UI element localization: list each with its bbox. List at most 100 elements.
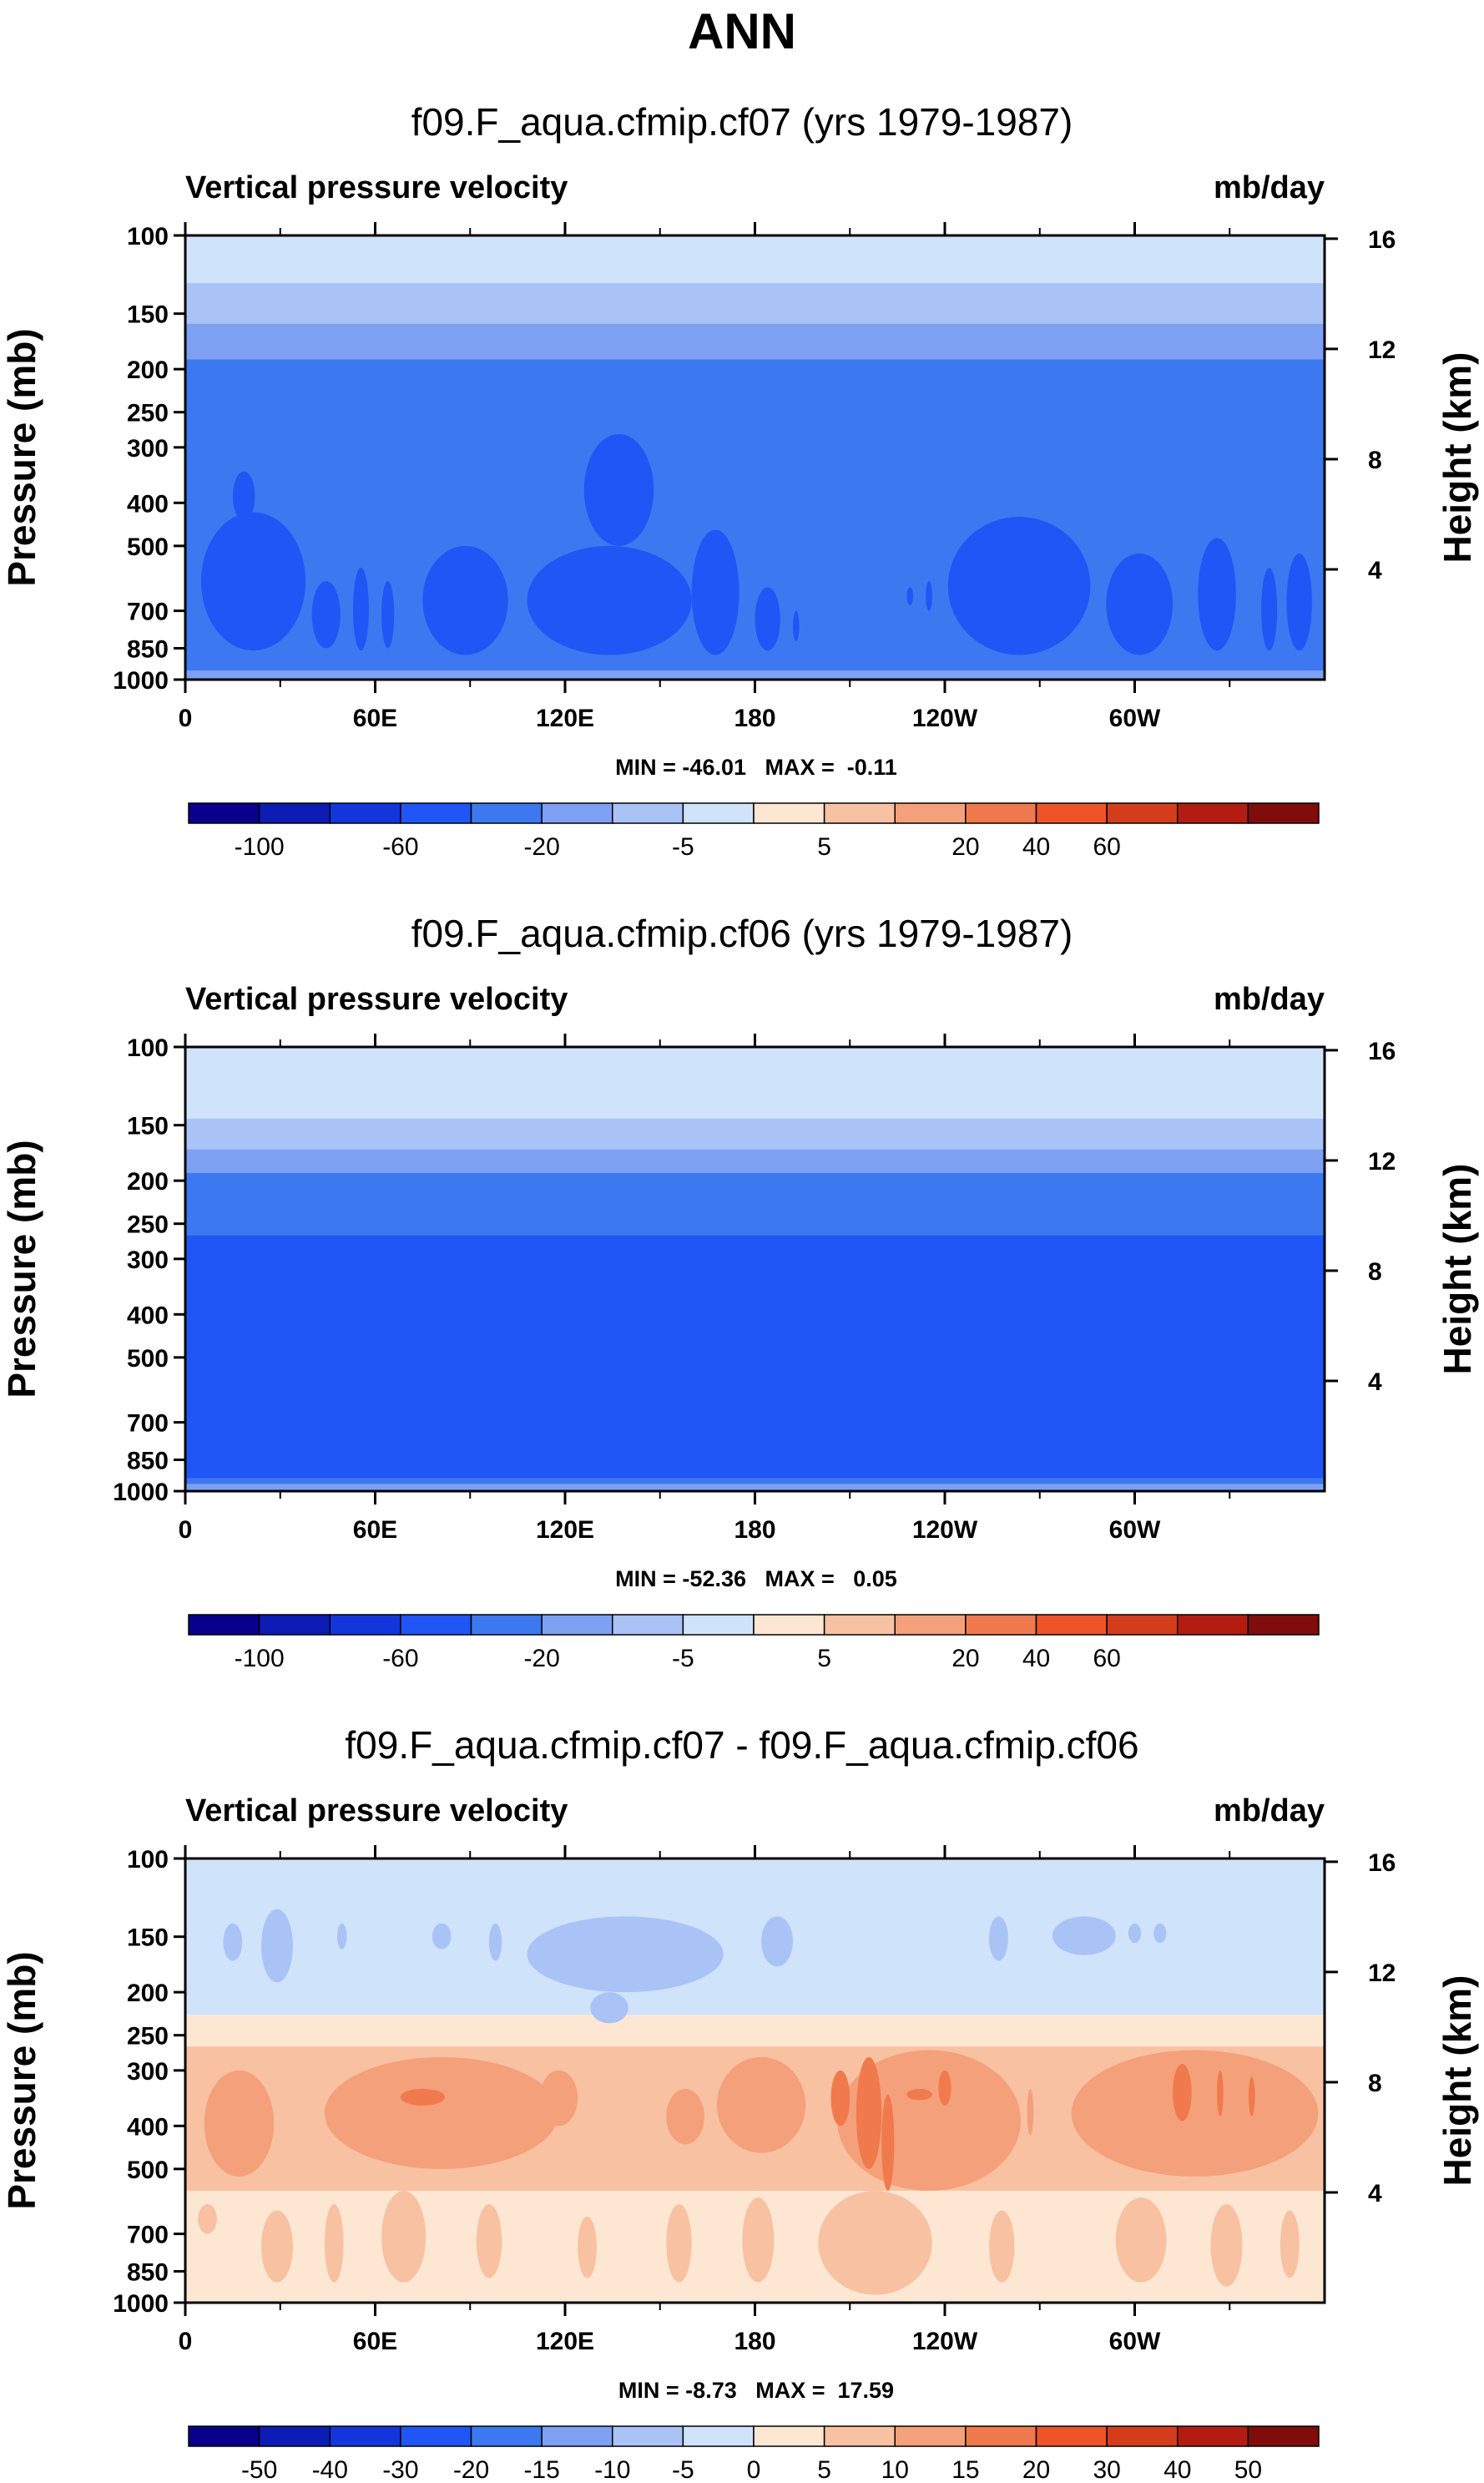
contour-region <box>489 1923 502 1961</box>
contour-region <box>352 568 369 651</box>
y-tick-label: 100 <box>127 1846 169 1874</box>
left-string: Vertical pressure velocity <box>185 982 568 1017</box>
right-tick-label: 16 <box>1368 1849 1396 1877</box>
colorbar-box <box>1177 1614 1249 1636</box>
right-axis-title: Height (km) <box>1436 1164 1479 1375</box>
x-tick-label: 0 <box>179 705 193 732</box>
colorbar-box <box>823 802 896 824</box>
contour-region <box>1280 2210 1300 2278</box>
contour-region <box>324 2056 559 2169</box>
y-tick-label: 400 <box>127 1302 169 1329</box>
panel-title: f09.F_aqua.cfmip.cf06 (yrs 1979-1987) <box>411 912 1073 955</box>
right-tick-label: 4 <box>1368 1368 1382 1396</box>
contour-band <box>185 670 1325 680</box>
contour-region <box>989 1916 1008 1961</box>
colorbar-label: 40 <box>1163 2456 1191 2483</box>
colorbar-box <box>470 802 543 824</box>
colorbar-box <box>400 2425 472 2447</box>
colorbar-label: 5 <box>817 1645 831 1672</box>
x-tick-label: 180 <box>734 705 775 732</box>
contour-region <box>717 2056 806 2153</box>
colorbar-box <box>1106 802 1179 824</box>
x-tick-label: 120W <box>912 1516 978 1544</box>
left-string: Vertical pressure velocity <box>185 1793 568 1828</box>
contour-band <box>185 1478 1325 1484</box>
colorbar-label: 10 <box>881 2456 909 2483</box>
contour-region <box>793 610 800 642</box>
y-tick-label: 700 <box>127 2222 169 2249</box>
colorbar-box <box>400 802 472 824</box>
panel-3: f09.F_aqua.cfmip.cf07 - f09.F_aqua.cfmip… <box>0 1723 1479 2483</box>
contour-region <box>1217 2070 1224 2116</box>
colorbar-box <box>188 1614 260 1636</box>
contour-region <box>666 2088 704 2145</box>
x-tick-label: 180 <box>734 2328 775 2355</box>
colorbar-label: 5 <box>817 2456 831 2483</box>
colorbar-box <box>1035 2425 1108 2447</box>
colorbar-label: -5 <box>672 1645 694 1672</box>
x-tick-label: 180 <box>734 1516 775 1544</box>
x-tick-label: 120E <box>536 2328 594 2355</box>
contour-region <box>906 2088 932 2101</box>
y-tick-label: 300 <box>127 2058 169 2086</box>
y-axis-title: Pressure (mb) <box>0 1140 43 1398</box>
x-tick-label: 120W <box>912 705 978 732</box>
left-string: Vertical pressure velocity <box>185 170 568 205</box>
colorbar-label: -40 <box>312 2456 348 2483</box>
colorbar-box <box>894 2425 967 2447</box>
contour-region <box>1027 2088 1034 2136</box>
contour-region <box>432 1923 452 1949</box>
y-tick-label: 700 <box>127 599 169 626</box>
colorbar-box <box>894 802 967 824</box>
plot-area: 0 60E 120E 180 120W 60W 100 150 200 250 300 400 500 7… <box>113 222 1396 732</box>
right-string: mb/day <box>1214 170 1325 205</box>
colorbar-box <box>188 802 260 824</box>
contour-region <box>926 580 932 611</box>
contour-region <box>856 2056 882 2169</box>
contour-band <box>185 1047 1325 1119</box>
colorbar-label: 40 <box>1022 833 1050 861</box>
right-tick-label: 8 <box>1368 2070 1382 2097</box>
contour-region <box>830 2070 851 2126</box>
colorbar-box <box>682 1614 755 1636</box>
y-tick-label: 400 <box>127 2113 169 2141</box>
contour-region <box>422 545 508 655</box>
colorbar-label: -10 <box>594 2456 630 2483</box>
contour-region <box>1052 1916 1116 1955</box>
right-tick-label: 4 <box>1368 2180 1382 2207</box>
x-tick-label: 120W <box>912 2328 978 2355</box>
colorbar-box <box>823 2425 896 2447</box>
figure-title: ANN <box>688 3 796 59</box>
contour-region <box>261 2210 293 2283</box>
y-tick-label: 1000 <box>113 667 169 695</box>
y-tick-label: 100 <box>127 223 169 250</box>
colorbar-box <box>1035 1614 1108 1636</box>
colorbar-label: 0 <box>747 2456 761 2483</box>
contour-region <box>1106 553 1173 655</box>
colorbar-label: 20 <box>1022 2456 1050 2483</box>
y-tick-label: 500 <box>127 534 169 561</box>
contour-region <box>1249 2076 1255 2116</box>
contour-band <box>185 2015 1325 2047</box>
colorbar-label: -5 <box>672 2456 694 2483</box>
contour-region <box>1115 2197 1167 2283</box>
y-tick-label: 200 <box>127 1980 169 2007</box>
contour-region <box>1198 538 1236 651</box>
contour-region <box>400 2088 445 2106</box>
min-max-label: MIN = -46.01 MAX = -0.11 <box>615 755 897 780</box>
colorbar-label: 20 <box>951 833 979 861</box>
contour-band <box>185 1235 1325 1479</box>
colorbar-label: -60 <box>382 1645 418 1672</box>
colorbar-box <box>753 1614 825 1636</box>
y-tick-label: 150 <box>127 301 169 329</box>
colorbar-label: -5 <box>672 833 694 861</box>
contour-region <box>590 1992 628 2024</box>
colorbar-box <box>1106 1614 1179 1636</box>
colorbar-box <box>541 802 613 824</box>
contour-region <box>261 1909 293 1983</box>
y-tick-label: 250 <box>127 1211 169 1239</box>
colorbar-box <box>329 2425 401 2447</box>
y-tick-label: 1000 <box>113 1479 169 1506</box>
colorbar-box <box>1035 802 1108 824</box>
panel-title: f09.F_aqua.cfmip.cf07 (yrs 1979-1987) <box>411 100 1073 144</box>
